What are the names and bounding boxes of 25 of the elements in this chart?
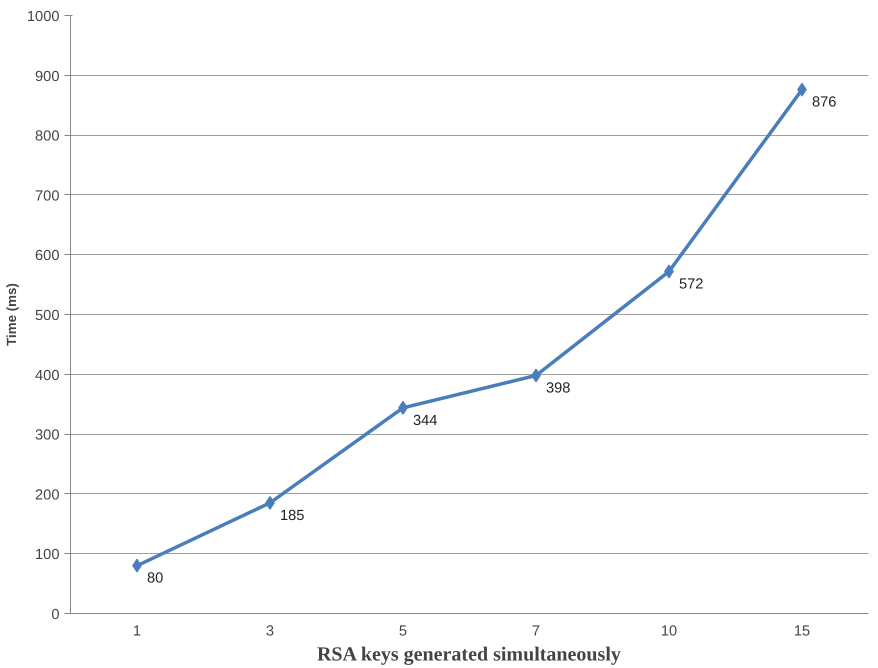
- y-tick-label: 0: [51, 607, 60, 623]
- y-tick-label: 700: [35, 188, 60, 204]
- data-label: 572: [679, 276, 704, 292]
- y-tick-label: 1000: [26, 9, 60, 25]
- x-tick-label: 5: [398, 624, 408, 640]
- y-tick-label: 800: [35, 128, 60, 145]
- y-tick-label: 400: [35, 368, 60, 384]
- x-tick-label: 10: [660, 624, 678, 640]
- y-tick-label: 200: [35, 487, 60, 504]
- x-tick-label: 15: [794, 624, 810, 640]
- x-tick-label: 1: [132, 624, 142, 640]
- y-tick-label: 100: [35, 547, 60, 564]
- x-axis-title: RSA keys generated simultaneously: [316, 644, 621, 666]
- x-tick-label: 7: [532, 624, 540, 640]
- x-tick-label: 3: [266, 624, 274, 640]
- data-label: 80: [147, 570, 164, 587]
- y-axis-title: Time (ms): [4, 283, 19, 346]
- y-tick-label: 900: [35, 68, 60, 85]
- y-tick-label: 500: [35, 308, 60, 324]
- data-label: 344: [413, 412, 438, 429]
- data-label: 398: [546, 380, 570, 396]
- y-tick-label: 600: [35, 248, 60, 264]
- data-label: 185: [280, 508, 304, 524]
- data-label: 876: [812, 94, 836, 111]
- y-tick-label: 300: [35, 428, 60, 444]
